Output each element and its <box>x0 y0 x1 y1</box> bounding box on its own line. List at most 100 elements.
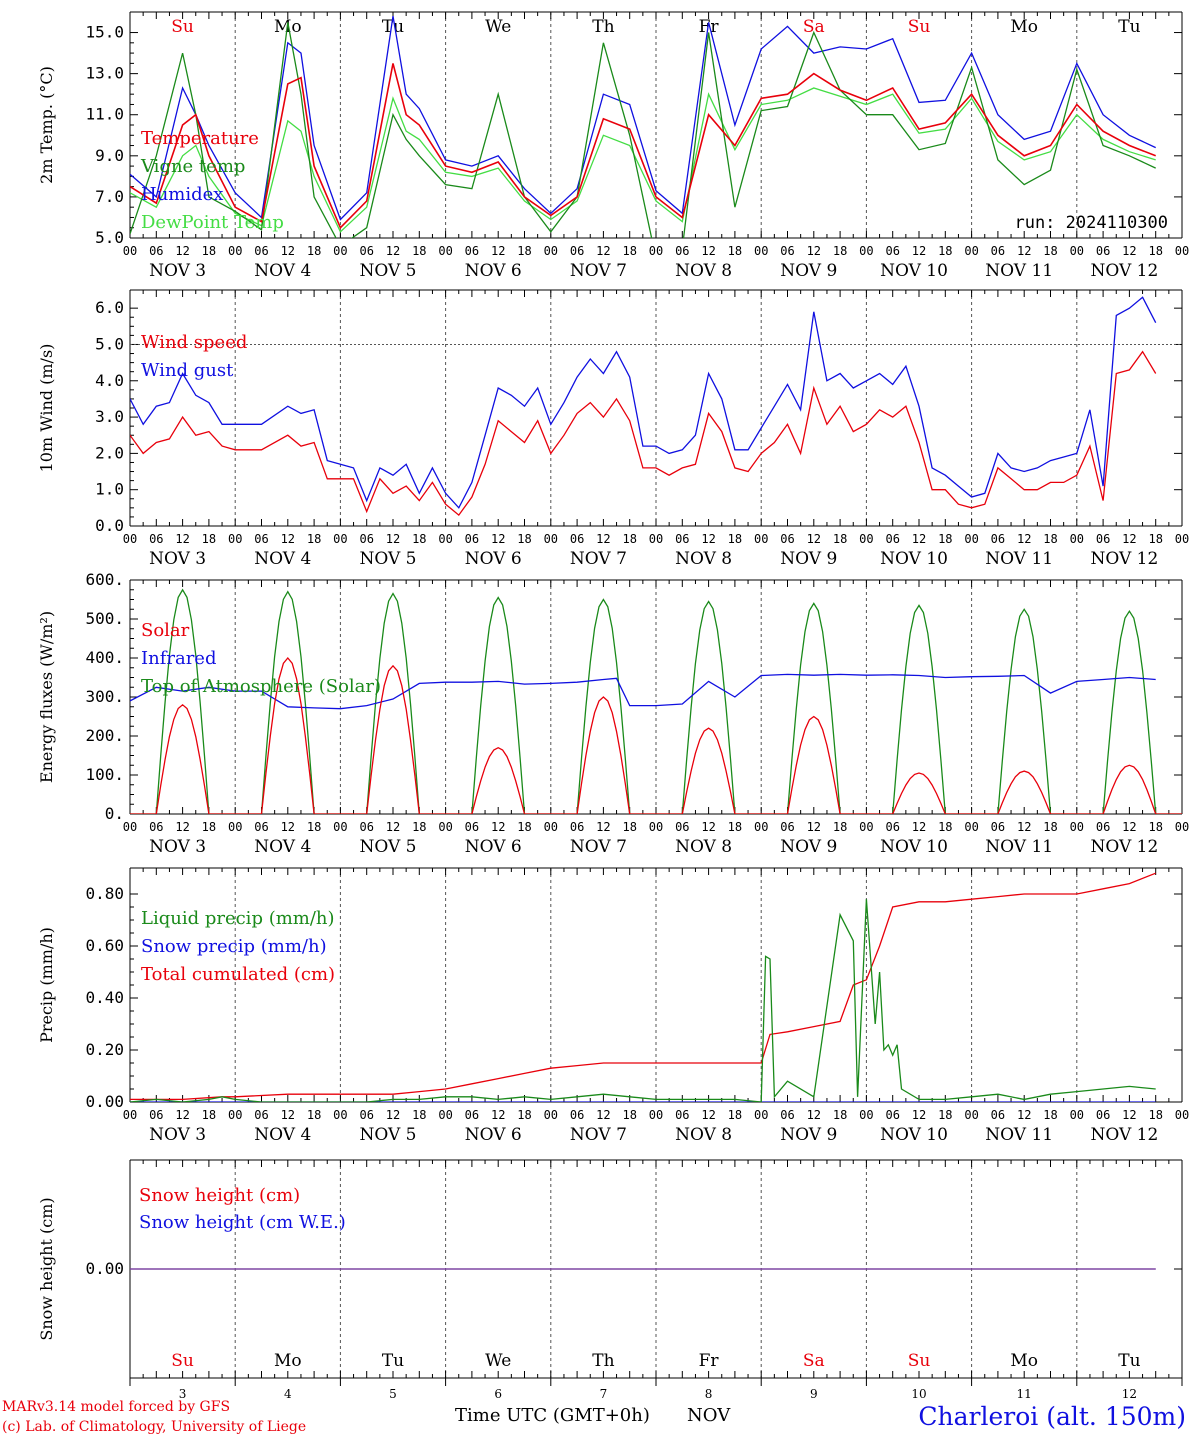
hour-tick-label: 18 <box>517 1108 531 1122</box>
hour-tick-label: 06 <box>465 1108 479 1122</box>
panel-temp: 00 06 12 18 NOV 3 00 06 12 18 NOV 4 00 06 12 18 NOV 5 0… <box>37 11 1189 281</box>
hour-tick-label: 18 <box>938 244 952 258</box>
series-line-liquid-precip-mm-h- <box>130 899 1156 1102</box>
date-label: NOV 7 <box>570 261 627 281</box>
hour-tick-label: 06 <box>991 532 1005 546</box>
day-label: Su <box>171 1351 194 1371</box>
x-axis-title: Time UTC (GMT+0h) <box>455 1405 650 1426</box>
hour-tick-label: 12 <box>281 244 295 258</box>
date-label: NOV 4 <box>254 549 311 569</box>
date-label: NOV 4 <box>254 837 311 857</box>
legend-entry: Total cumulated (cm) <box>141 964 335 985</box>
hour-tick-label: 18 <box>1148 1108 1162 1122</box>
hour-tick-label: 00 <box>228 532 242 546</box>
day-label: Fr <box>699 1351 720 1371</box>
hour-tick-label: 18 <box>833 532 847 546</box>
y-tick-label: 0.40 <box>85 988 124 1007</box>
date-label: NOV 10 <box>880 261 948 281</box>
hour-tick-label: 00 <box>123 244 137 258</box>
hour-tick-label: 12 <box>1122 820 1136 834</box>
hour-tick-label: 00 <box>438 820 452 834</box>
series-line-vigne-temp <box>130 22 1156 238</box>
hour-tick-label: 18 <box>202 244 216 258</box>
hour-tick-label: 00 <box>228 1108 242 1122</box>
hour-tick-label: 18 <box>307 244 321 258</box>
legend-entry: Snow precip (mm/h) <box>141 936 327 957</box>
x-axis-month: NOV <box>687 1405 731 1426</box>
hour-tick-label: 06 <box>1096 1108 1110 1122</box>
panel-precip: 00 06 12 18 NOV 3 00 06 12 18 NOV 4 00 06 12 18 NOV 5 0… <box>37 867 1189 1145</box>
hour-tick-label: 00 <box>859 532 873 546</box>
hour-tick-label: 00 <box>544 244 558 258</box>
series-line-wind-speed <box>130 350 1157 517</box>
day-label: We <box>485 17 511 37</box>
date-label: NOV 6 <box>465 261 522 281</box>
day-label: Th <box>592 1351 614 1371</box>
series-line-wind-gust <box>130 296 1157 509</box>
date-label: NOV 10 <box>880 1125 948 1145</box>
hour-tick-label: 12 <box>1017 532 1031 546</box>
date-label: NOV 9 <box>780 1125 837 1145</box>
hour-tick-label: 12 <box>596 244 610 258</box>
hour-tick-label: 12 <box>596 532 610 546</box>
hour-tick-label: 18 <box>728 532 742 546</box>
legend-entry: Humidex <box>141 184 223 205</box>
series-line-dewpoint-temp <box>130 87 1156 233</box>
hour-tick-label: 12 <box>807 1108 821 1122</box>
day-number: 11 <box>1017 1387 1032 1401</box>
date-label: NOV 11 <box>985 837 1053 857</box>
y-tick-label: 100. <box>85 765 124 784</box>
lab-credit: (c) Lab. of Climatology, University of L… <box>2 1419 307 1435</box>
y-tick-label: 4.0 <box>95 371 124 390</box>
legend-entry: Snow height (cm) <box>139 1185 300 1206</box>
date-label: NOV 7 <box>570 1125 627 1145</box>
date-label: NOV 4 <box>254 1125 311 1145</box>
hour-tick-label: 06 <box>991 244 1005 258</box>
day-label: Mo <box>274 1351 302 1371</box>
hour-tick-label: 00 <box>1070 532 1084 546</box>
hour-tick-label: 06 <box>675 532 689 546</box>
y-tick-label: 300. <box>85 687 124 706</box>
day-number: 5 <box>389 1387 397 1401</box>
hour-tick-label: 06 <box>359 532 373 546</box>
hour-tick-label: 00 <box>754 244 768 258</box>
hour-tick-label: 18 <box>1043 820 1057 834</box>
hour-tick-label: 12 <box>701 532 715 546</box>
hour-tick-label: 18 <box>517 532 531 546</box>
day-label: Sa <box>803 17 825 37</box>
day-label: Mo <box>1010 17 1038 37</box>
run-label: run: 2024110300 <box>1014 213 1168 233</box>
y-tick-label: 13.0 <box>85 64 124 83</box>
series-line-humidex <box>130 15 1156 221</box>
y-tick-label: 5.0 <box>95 334 124 353</box>
y-tick-label: 0.20 <box>85 1040 124 1059</box>
day-label: Tu <box>1118 1351 1140 1371</box>
model-credit: MARv3.14 model forced by GFS <box>2 1399 231 1415</box>
hour-tick-label: 18 <box>622 820 636 834</box>
y-tick-label: 2.0 <box>95 443 124 462</box>
hour-tick-label: 00 <box>1175 244 1189 258</box>
hour-tick-label: 06 <box>780 820 794 834</box>
date-label: NOV 12 <box>1090 1125 1158 1145</box>
series-group <box>130 15 1156 238</box>
date-label: NOV 6 <box>465 1125 522 1145</box>
hour-tick-label: 00 <box>859 244 873 258</box>
date-label: NOV 8 <box>675 837 732 857</box>
series-line-temperature <box>130 63 1156 230</box>
hour-tick-label: 06 <box>1096 820 1110 834</box>
hour-tick-label: 18 <box>202 532 216 546</box>
hour-tick-label: 00 <box>544 1108 558 1122</box>
hour-tick-label: 06 <box>570 1108 584 1122</box>
day-number: 9 <box>810 1387 818 1401</box>
hour-tick-label: 00 <box>1175 820 1189 834</box>
hour-tick-label: 06 <box>254 820 268 834</box>
y-tick-label: 500. <box>85 609 124 628</box>
date-label: NOV 9 <box>780 837 837 857</box>
hour-tick-label: 00 <box>964 1108 978 1122</box>
day-label: Su <box>908 1351 931 1371</box>
hour-tick-label: 00 <box>649 1108 663 1122</box>
hour-tick-label: 18 <box>938 820 952 834</box>
hour-tick-label: 18 <box>833 244 847 258</box>
hour-tick-label: 06 <box>675 1108 689 1122</box>
hour-tick-label: 12 <box>386 532 400 546</box>
